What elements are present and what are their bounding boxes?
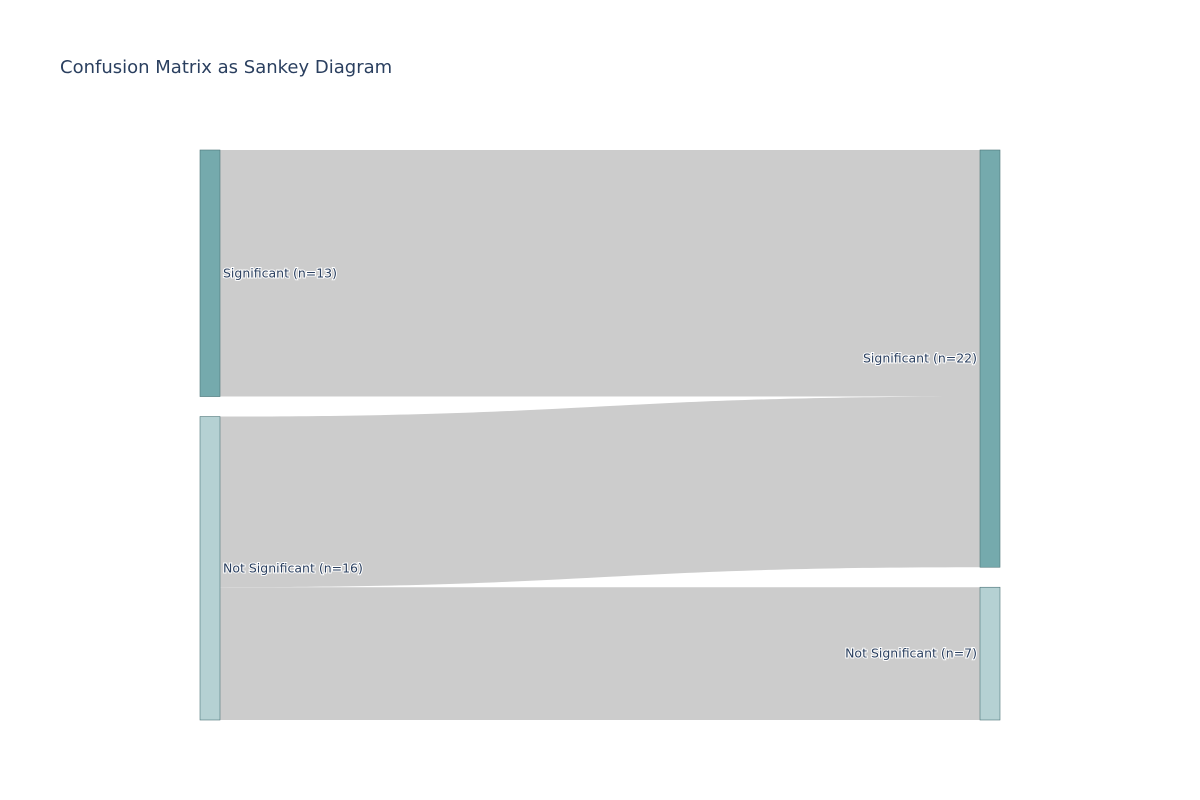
page-title: Confusion Matrix as Sankey Diagram [60, 57, 393, 78]
sankey-labels: Significant (n=13) Not Significant (n=16)… [222, 264, 978, 661]
sankey-link-src_sig-to-dst_sig[interactable] [220, 150, 980, 397]
sankey-node-label-dst_not: Not Significant (n=7) [845, 646, 977, 661]
sankey-node-src_sig[interactable] [199, 149, 221, 397]
sankey-links [220, 150, 980, 720]
sankey-node-dst_sig[interactable] [979, 149, 1001, 568]
sankey-node-label-src_sig: Significant (n=13) [223, 265, 337, 280]
sankey-node-src_not[interactable] [199, 416, 221, 721]
sankey-nodes [199, 149, 1001, 721]
sankey-node-label-src_not: Not Significant (n=16) [223, 560, 363, 575]
sankey-node-dst_not[interactable] [979, 586, 1001, 721]
sankey-node-label-dst_sig: Significant (n=22) [863, 351, 977, 366]
sankey-link-src_not-to-dst_sig[interactable] [220, 396, 980, 588]
sankey-link-src_not-to-dst_not[interactable] [220, 587, 980, 720]
